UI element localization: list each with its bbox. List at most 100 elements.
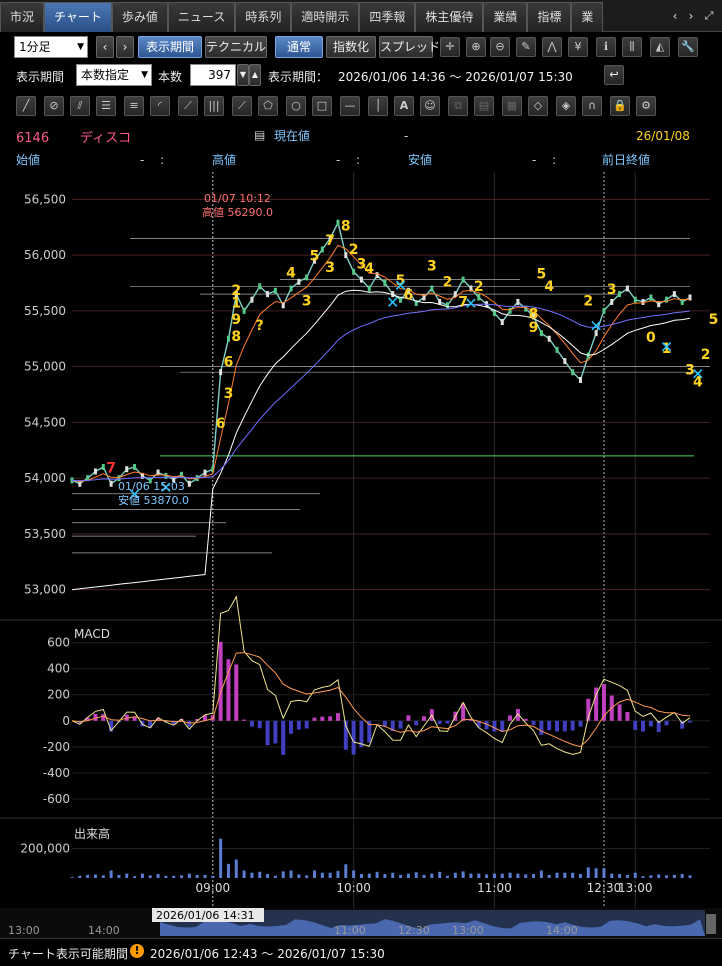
list-icon[interactable]: ▦ bbox=[502, 96, 522, 116]
fibonacci-icon[interactable]: ≡ bbox=[124, 96, 144, 116]
candle bbox=[641, 298, 645, 305]
next-button[interactable]: › bbox=[116, 36, 134, 58]
info-icon[interactable]: ℹ bbox=[596, 37, 616, 57]
horizontal-lines-icon[interactable]: ☰ bbox=[96, 96, 116, 116]
tab-8[interactable]: 業績 bbox=[483, 2, 528, 32]
macd-histogram-bar bbox=[578, 720, 583, 727]
candle bbox=[78, 480, 82, 487]
candle bbox=[180, 471, 184, 478]
wrench-icon[interactable]: 🔧 bbox=[678, 37, 698, 57]
signal-icon[interactable]: ⋀ bbox=[542, 37, 562, 57]
expand-icon[interactable]: ⤢ bbox=[702, 6, 716, 26]
macd-histogram-bar bbox=[562, 720, 567, 732]
tab-5[interactable]: 適時開示 bbox=[291, 2, 360, 32]
prev-close-label: 前日終値 bbox=[602, 152, 650, 167]
tab-4[interactable]: 時系列 bbox=[235, 2, 292, 32]
signal-label: 2 bbox=[474, 279, 484, 295]
vertical-lines-icon[interactable]: ||| bbox=[204, 96, 224, 116]
tab-3[interactable]: ニュース bbox=[167, 2, 236, 32]
pentagon-icon[interactable]: ⬠ bbox=[258, 96, 278, 116]
tab-0[interactable]: 市況 bbox=[0, 2, 45, 32]
tab-2[interactable]: 歩み値 bbox=[111, 2, 168, 32]
spread-button[interactable]: スプレッド bbox=[379, 36, 440, 58]
volume-bar bbox=[680, 874, 684, 878]
tab-prev-icon[interactable]: ‹ bbox=[668, 6, 682, 26]
navigator-strip[interactable]: 13:00 14:00 11:00 12:30 13:00 14:00 2026/01/06… bbox=[0, 908, 722, 938]
technical-button[interactable]: テクニカル bbox=[205, 36, 267, 58]
gann-icon[interactable]: ⟋ bbox=[232, 96, 252, 116]
fib-arc-icon[interactable]: ◜ bbox=[150, 96, 170, 116]
trendline-icon[interactable]: ╱ bbox=[16, 96, 36, 116]
erase-all-icon[interactable]: ◈ bbox=[556, 96, 576, 116]
navigator-tick-label: 12:30 bbox=[398, 924, 430, 937]
volume-bar bbox=[313, 870, 317, 878]
count-input[interactable]: 397 bbox=[190, 64, 236, 86]
tab-6[interactable]: 四季報 bbox=[359, 2, 416, 32]
crosshair-icon[interactable]: ✛ bbox=[440, 37, 460, 57]
volume-bar bbox=[328, 872, 332, 878]
rectangle-icon[interactable]: □ bbox=[312, 96, 332, 116]
undo-icon[interactable]: ↩ bbox=[604, 65, 624, 85]
stamp-icon[interactable]: ☺ bbox=[420, 96, 440, 116]
price-tick-label: 56,000 bbox=[24, 248, 66, 262]
normal-button[interactable]: 通常 bbox=[275, 36, 323, 58]
chart-svg[interactable]: 6146 ディスコ ▤ 現在値 - 26/01/08 始値 - : 高値 - :… bbox=[0, 122, 722, 908]
candle bbox=[234, 291, 238, 298]
candle bbox=[367, 285, 371, 292]
navigator-cursor-label: 2026/01/06 14:31 bbox=[156, 909, 255, 922]
settings-gear-icon[interactable]: ⚙ bbox=[636, 96, 656, 116]
candle bbox=[250, 296, 254, 303]
circle-icon[interactable]: ○ bbox=[286, 96, 306, 116]
count-up-icon[interactable]: ▲ bbox=[249, 64, 261, 86]
candle bbox=[101, 464, 105, 470]
macd-tick-label: 0 bbox=[62, 714, 70, 728]
tab-7[interactable]: 株主優待 bbox=[415, 2, 484, 32]
signal-label: 7 bbox=[106, 461, 116, 477]
time-tick-label: 13:00 bbox=[618, 881, 653, 895]
magnet-icon[interactable]: ∩ bbox=[582, 96, 602, 116]
tab-1[interactable]: チャート bbox=[44, 2, 112, 32]
index-button[interactable]: 指数化 bbox=[326, 36, 376, 58]
volume-bar bbox=[70, 877, 74, 878]
signal-label: 2 bbox=[583, 293, 593, 309]
eraser-icon[interactable]: ◇ bbox=[528, 96, 548, 116]
yen-icon[interactable]: ¥ bbox=[568, 37, 588, 57]
count-down-icon[interactable]: ▼ bbox=[237, 64, 249, 86]
candle bbox=[305, 274, 309, 281]
macd-histogram-bar bbox=[257, 720, 262, 729]
period-mode-select[interactable]: 本数指定 ▼ bbox=[76, 64, 152, 86]
my-indicator-icon[interactable]: ⫼ bbox=[622, 37, 642, 57]
area-chart-icon[interactable]: ◭ bbox=[650, 37, 670, 57]
lock-icon[interactable]: 🔒 bbox=[610, 96, 630, 116]
navigator-svg[interactable]: 13:00 14:00 11:00 12:30 13:00 14:00 2026/01/06… bbox=[0, 908, 722, 938]
macd-histogram-bar bbox=[93, 713, 98, 721]
vertical-line-icon[interactable]: │ bbox=[368, 96, 388, 116]
candle bbox=[117, 475, 121, 482]
fan-icon[interactable]: ⟋ bbox=[178, 96, 198, 116]
interval-select[interactable]: 1分足 ▼ bbox=[14, 36, 88, 58]
pencil-icon[interactable]: ✎ bbox=[516, 37, 536, 57]
horizontal-line-icon[interactable]: — bbox=[340, 96, 360, 116]
tab-9[interactable]: 指標 bbox=[527, 2, 572, 32]
macd-histogram-bar bbox=[249, 720, 254, 727]
period-button[interactable]: 表示期間 bbox=[138, 36, 202, 58]
drawing-tools: ╱ ⊘ ⫽ ☰ ≡ ◜ ⟋ ||| ⟋ ⬠ ○ □ — │ A ☺ ⧉ ▤ ▦ … bbox=[0, 94, 722, 118]
volume-bar bbox=[672, 874, 676, 878]
ruler-icon[interactable]: ⊘ bbox=[44, 96, 64, 116]
candle bbox=[571, 369, 575, 376]
text-icon[interactable]: A bbox=[394, 96, 414, 116]
open-value: - bbox=[140, 153, 144, 167]
prev-button[interactable]: ‹ bbox=[96, 36, 114, 58]
zoom-out-icon[interactable]: ⊖ bbox=[490, 37, 510, 57]
copy-icon[interactable]: ⧉ bbox=[448, 96, 468, 116]
signal-label: 2 bbox=[349, 242, 359, 258]
chart-area[interactable]: 6146 ディスコ ▤ 現在値 - 26/01/08 始値 - : 高値 - :… bbox=[0, 122, 722, 908]
zoom-in-icon[interactable]: ⊕ bbox=[466, 37, 486, 57]
macd-histogram-bar bbox=[343, 720, 348, 750]
macd-histogram-bar bbox=[202, 715, 207, 721]
paste-icon[interactable]: ▤ bbox=[474, 96, 494, 116]
tab-next-icon[interactable]: › bbox=[684, 6, 698, 26]
cross-mark: ✕ bbox=[691, 364, 704, 383]
tab-10[interactable]: 業 bbox=[571, 2, 604, 32]
parallel-lines-icon[interactable]: ⫽ bbox=[70, 96, 90, 116]
